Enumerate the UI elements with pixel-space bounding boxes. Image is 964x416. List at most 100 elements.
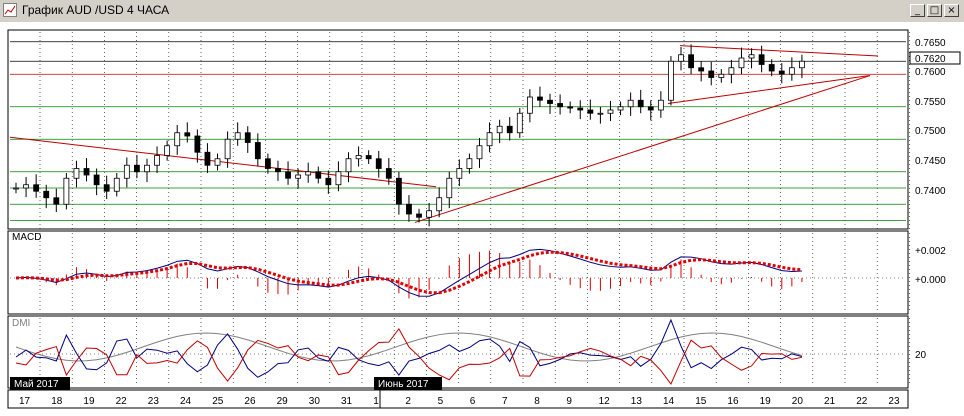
candle-body	[375, 158, 382, 169]
day-label: 23	[148, 396, 160, 407]
downtrend-line	[9, 136, 437, 188]
candle-body	[456, 168, 463, 179]
candle-body	[668, 60, 674, 101]
day-label: 29	[277, 396, 289, 407]
candle-body	[436, 197, 443, 212]
candle-body	[718, 73, 725, 78]
candle-body	[657, 99, 664, 111]
candle-body	[385, 168, 392, 179]
candle-body	[778, 70, 785, 75]
price-label-7600: 0.7600	[915, 67, 946, 78]
trendlines	[9, 45, 879, 223]
day-label: 19	[760, 396, 772, 407]
day-label: 25	[212, 396, 224, 407]
candle-body	[587, 109, 594, 114]
adx-line	[15, 332, 803, 362]
day-label: 22	[116, 396, 128, 407]
dmi-label-20: 20	[915, 350, 927, 361]
candle-body	[244, 132, 251, 143]
candle-body	[134, 164, 140, 173]
candle-body	[184, 132, 191, 137]
candle-body	[83, 168, 90, 176]
day-label: 20	[792, 396, 804, 407]
candle-body	[748, 54, 755, 59]
uptrend-line	[414, 75, 871, 223]
macd-label-plus002: +0.002	[915, 246, 946, 257]
day-label: 12	[599, 396, 611, 407]
day-label: 17	[19, 396, 31, 407]
day-label: 23	[888, 396, 900, 407]
month-box-june	[374, 377, 442, 390]
candle-body	[254, 142, 261, 160]
candle-body	[275, 168, 281, 173]
day-label: 13	[631, 396, 643, 407]
close-button[interactable]: ×	[944, 4, 959, 17]
candle-body	[647, 106, 654, 111]
minimize-button[interactable]: _	[910, 4, 925, 17]
candle-body	[73, 168, 80, 179]
macd-panel[interactable]	[7, 230, 909, 315]
macd-signal-line	[15, 250, 803, 295]
candle-body	[305, 171, 312, 176]
price-label-7450: 0.7450	[915, 156, 946, 167]
macd-plot	[10, 248, 906, 299]
candle-body	[335, 171, 342, 186]
candle-body	[365, 155, 372, 160]
macd-title: MACD	[12, 232, 41, 243]
candle-body	[395, 177, 402, 205]
day-label: 6	[470, 396, 476, 407]
candle-body	[547, 99, 553, 104]
candle-body	[607, 109, 614, 114]
candle-body	[476, 145, 483, 160]
dmi-plot	[10, 318, 906, 385]
candle-body	[355, 155, 362, 160]
title-bar[interactable]: График AUD /USD 4 ЧАСА _ □ ×	[0, 0, 964, 23]
candle-body	[13, 187, 19, 190]
candle-body	[123, 164, 130, 179]
candle-body	[637, 99, 644, 108]
candle-body	[768, 64, 775, 72]
candle-body	[43, 190, 50, 199]
candle-body	[799, 60, 805, 69]
candle-body	[416, 213, 422, 218]
macd-label-zero: +0.000	[915, 275, 946, 286]
macd-line	[15, 248, 802, 297]
candle-body	[113, 177, 120, 192]
candle-body	[144, 164, 150, 173]
dmi-panel[interactable]	[7, 315, 909, 389]
current-price-label: 0.7620	[915, 54, 946, 65]
candle-body	[345, 158, 352, 173]
dmi-title: DMI	[12, 318, 30, 329]
price-label-7400: 0.7400	[915, 186, 946, 197]
day-label: 16	[727, 396, 739, 407]
candle-body	[466, 158, 473, 169]
candle-body	[23, 184, 29, 189]
day-label: 7	[502, 396, 508, 407]
chart-area[interactable]: 0.7650 0.7620 0.7600 0.7550 0.7500 0.745…	[0, 22, 964, 416]
day-label: 14	[663, 396, 675, 407]
candle-body	[63, 177, 70, 205]
candle-body	[698, 67, 705, 72]
triangle-lower-line	[667, 75, 871, 104]
horizontal-levels	[10, 41, 906, 221]
price-panel[interactable]	[7, 29, 909, 230]
candle-body	[234, 132, 241, 140]
candle-body	[295, 174, 302, 179]
candle-body	[103, 184, 110, 192]
candle-body	[315, 171, 322, 179]
chart-icon	[3, 3, 17, 17]
candle-body	[446, 177, 453, 199]
candle-body	[33, 184, 40, 192]
candle-body	[738, 57, 745, 69]
maximize-button[interactable]: □	[927, 4, 942, 17]
candle-body	[224, 138, 231, 160]
month-label-may: Май 2017	[14, 379, 59, 390]
price-chart-svg[interactable]: 0.7650 0.7620 0.7600 0.7550 0.7500 0.745…	[0, 22, 964, 416]
candle-body	[264, 158, 271, 169]
candle-body	[426, 210, 433, 218]
candle-body	[788, 67, 795, 75]
candle-body	[597, 112, 604, 115]
month-label-june: Июнь 2017	[378, 379, 429, 390]
candle-body	[567, 106, 574, 109]
